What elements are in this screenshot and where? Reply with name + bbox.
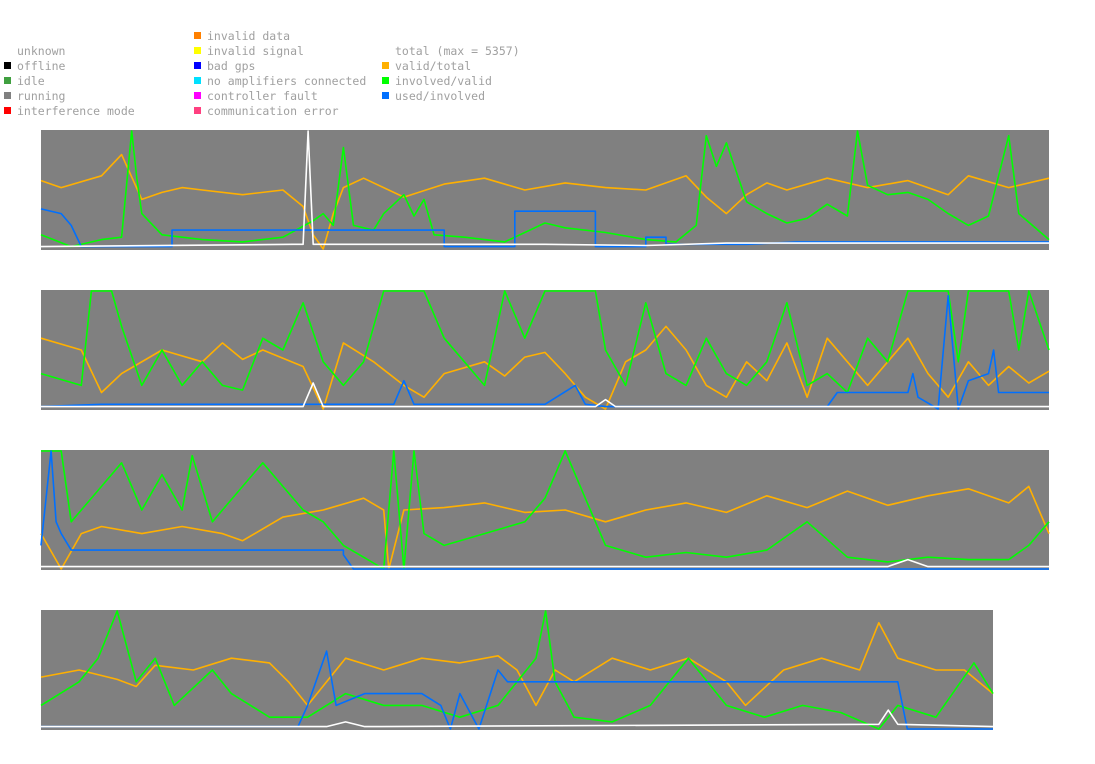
series-line-valid-total — [40, 621, 994, 707]
series-line-involved-valid — [40, 290, 1050, 394]
series-line-used-involved — [40, 294, 1049, 410]
legend-label: controller fault — [207, 89, 318, 103]
series-line-used-involved — [41, 650, 993, 730]
series-line-valid-total — [40, 485, 1050, 570]
legend-swatch — [194, 47, 201, 54]
legend-label: invalid signal — [207, 44, 304, 58]
panel-background — [41, 290, 1049, 410]
legend-label: used/involved — [395, 89, 486, 103]
series-line-total — [41, 558, 1049, 568]
series-line-total — [41, 382, 1049, 408]
panel-background — [41, 130, 1049, 250]
legend-swatch — [382, 62, 389, 69]
legend-label: interference mode — [17, 104, 135, 118]
panel-background — [41, 450, 1049, 570]
legend-label: total (max = 5357) — [395, 44, 520, 58]
legend-label: idle — [17, 74, 45, 88]
legend-label: unknown — [17, 44, 66, 58]
legend-label: communication error — [207, 104, 339, 118]
series-line-valid-total — [40, 153, 1050, 250]
legend-label: no amplifiers connected — [207, 74, 367, 88]
legend-label: valid/total — [395, 59, 472, 73]
legend-label: running — [17, 89, 66, 103]
series-line-total — [41, 709, 994, 728]
legend-swatch — [382, 77, 389, 84]
legend-swatch — [382, 92, 389, 99]
series-line-involved-valid — [41, 450, 1050, 570]
legend-label: bad gps — [207, 59, 256, 73]
legend-swatch — [4, 77, 11, 84]
legend-swatch — [194, 77, 201, 84]
legend-label: involved/valid — [395, 74, 492, 88]
series-line-valid-total — [40, 325, 1050, 410]
legend-swatch — [194, 107, 201, 114]
legend-swatch — [194, 32, 201, 39]
legend-swatch — [4, 62, 11, 69]
legend-swatch — [194, 92, 201, 99]
plot-panel-3 — [40, 450, 1050, 570]
plot-panel-4 — [40, 610, 994, 730]
series-line-used-involved — [40, 450, 1049, 570]
legend-swatch — [4, 92, 11, 99]
legend-label: offline — [17, 59, 66, 73]
plot-panel-2 — [40, 290, 1050, 410]
legend-label: invalid data — [207, 29, 291, 43]
legend-swatch — [194, 62, 201, 69]
series-line-total — [40, 130, 1049, 248]
series-line-involved-valid — [40, 130, 1050, 248]
legend-swatch — [4, 107, 11, 114]
series-line-involved-valid — [40, 610, 994, 730]
plot-panel-1 — [40, 130, 1050, 250]
